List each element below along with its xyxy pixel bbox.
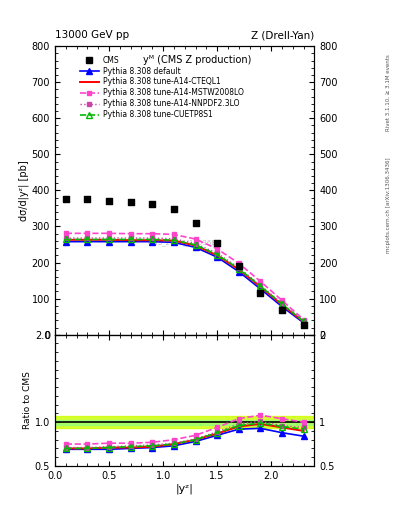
Point	[279, 306, 285, 314]
Legend: CMS, Pythia 8.308 default, Pythia 8.308 tune-A14-CTEQL1, Pythia 8.308 tune-A14-M: CMS, Pythia 8.308 default, Pythia 8.308 …	[80, 56, 243, 119]
Text: 13000 GeV pp: 13000 GeV pp	[55, 30, 129, 40]
Text: Rivet 3.1.10, ≥ 3.1M events: Rivet 3.1.10, ≥ 3.1M events	[386, 54, 391, 131]
Point	[149, 200, 156, 208]
Text: Z (Drell-Yan): Z (Drell-Yan)	[251, 30, 314, 40]
Point	[84, 195, 91, 203]
Bar	[55, 419, 314, 425]
X-axis label: |yᶻ|: |yᶻ|	[176, 483, 194, 494]
Y-axis label: dσ/d|yᶻ| [pb]: dσ/d|yᶻ| [pb]	[18, 160, 29, 221]
Bar	[55, 416, 314, 429]
Point	[193, 219, 199, 227]
Text: mcplots.cern.ch [arXiv:1306.3436]: mcplots.cern.ch [arXiv:1306.3436]	[386, 157, 391, 252]
Y-axis label: Ratio to CMS: Ratio to CMS	[23, 371, 32, 429]
Point	[236, 262, 242, 270]
Point	[128, 198, 134, 206]
Point	[214, 239, 220, 247]
Text: yᴹ (CMS Z production): yᴹ (CMS Z production)	[143, 55, 252, 65]
Point	[257, 288, 264, 296]
Text: CMS_2019_I1753680: CMS_2019_I1753680	[148, 239, 221, 246]
Point	[106, 197, 112, 205]
Point	[63, 195, 69, 203]
Point	[171, 205, 177, 213]
Point	[301, 321, 307, 329]
